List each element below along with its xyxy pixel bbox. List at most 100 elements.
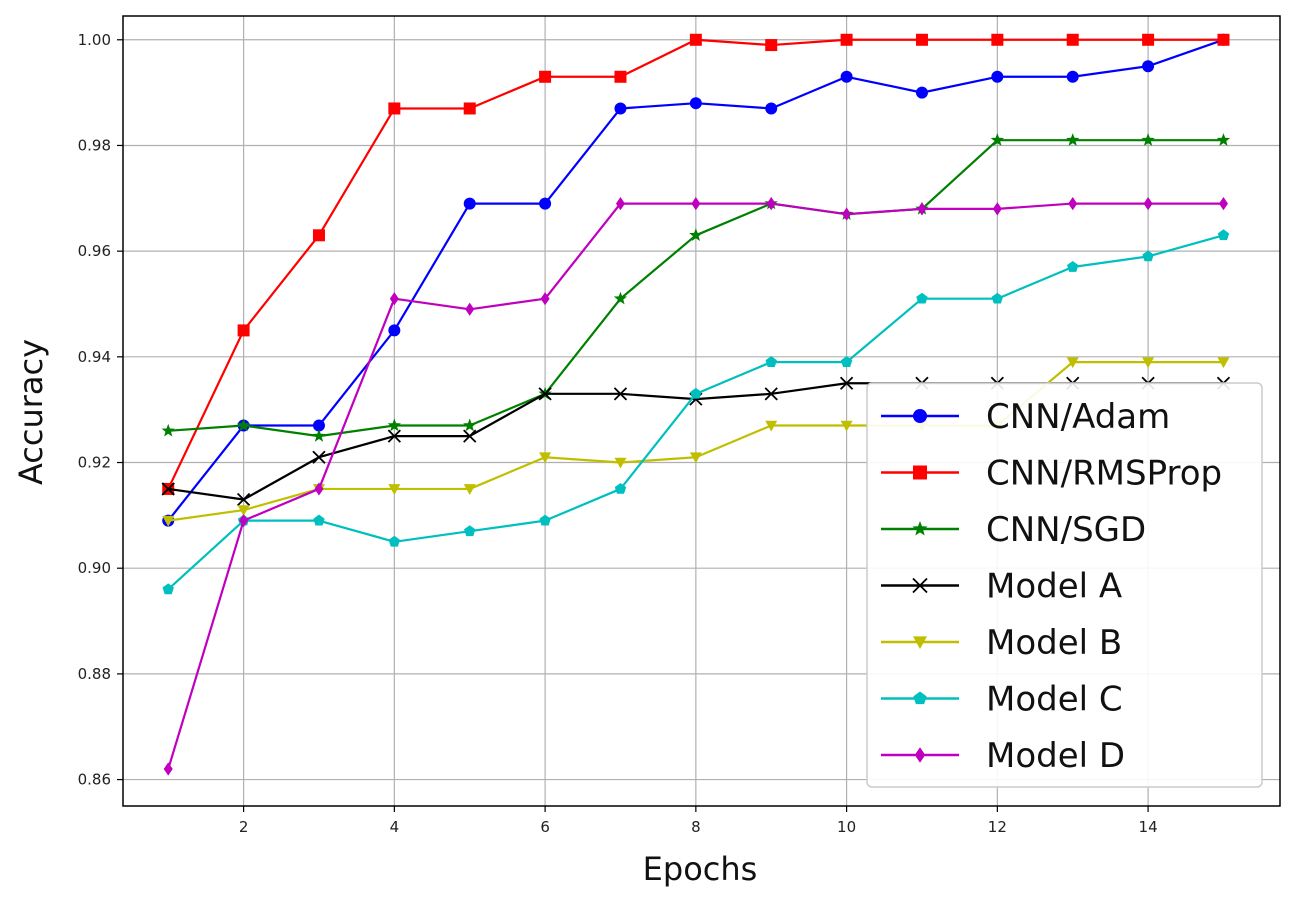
data-point [312,429,326,442]
data-point [387,429,401,443]
data-point [312,229,325,242]
data-point [1217,357,1230,369]
legend-entry: Model C [881,680,1123,720]
legend-label: CNN/SGD [986,510,1146,550]
legend-label: Model A [986,567,1122,607]
data-point [765,39,778,52]
data-point [312,419,325,432]
plot-frame [122,15,1281,807]
data-point [1142,33,1155,46]
y-axis-title: Accuracy [12,339,50,485]
data-point [765,102,778,115]
data-point [463,484,476,495]
data-point [463,102,476,115]
legend-entry: Model B [881,623,1122,663]
data-point [239,514,249,528]
data-point [991,33,1004,46]
data-point [766,196,776,211]
data-point [1066,33,1079,46]
data-point [161,423,175,437]
x-tick-label: 14 [1139,818,1158,836]
data-point [1067,261,1079,272]
data-point [1217,33,1230,46]
legend-entry: Model A [881,567,1122,607]
data-point [689,33,702,46]
data-point [387,418,402,432]
data-point [237,505,250,517]
data-point [912,521,928,536]
data-point [840,70,853,83]
data-point [539,197,552,210]
data-point [614,102,627,115]
x-tick-label: 6 [540,818,550,836]
data-point [388,484,401,495]
y-tick-label: 0.98 [78,136,111,154]
data-point [1066,357,1079,369]
data-point [463,429,477,443]
legend-label: Model C [986,680,1123,720]
legend: CNN/Adam CNN/RMSProp CNN/SGD Model A Model B… [866,382,1263,788]
data-point [540,292,550,306]
data-point [1142,250,1154,262]
series-model-c [162,229,1230,595]
data-point [1142,357,1155,369]
legend-entry: Model D [881,736,1125,776]
data-point [842,207,852,221]
data-point [992,202,1002,216]
x-tick-label: 2 [239,818,249,836]
data-point [614,457,627,469]
data-point [465,302,475,316]
data-point [913,691,927,705]
data-point [314,482,324,496]
y-tick-label: 0.88 [78,665,111,683]
data-point [690,387,702,399]
data-point [539,514,551,526]
y-tick-label: 0.96 [78,242,111,260]
data-point [991,292,1004,304]
data-point [915,86,928,99]
series-model-d [163,196,1228,776]
data-point [1068,196,1078,211]
data-point [990,133,1004,146]
y-tick-label: 0.86 [78,771,111,789]
data-point [915,33,928,46]
data-point [913,465,927,480]
data-point [237,324,250,337]
legend-entry: CNN/RMSProp [881,454,1222,494]
legend-label: CNN/RMSProp [986,454,1222,494]
data-point [917,202,927,216]
x-tick-label: 8 [691,818,701,836]
data-point [1066,70,1079,83]
data-point [236,492,251,507]
data-point [538,387,552,401]
y-tick-label: 1.00 [78,31,111,49]
data-point [388,102,401,115]
tick-labels: 2 4 6 8 10 12 14 0.86 0.88 0.90 0.92 0.94 0.96 0.98 1.… [78,31,1158,836]
data-point [765,420,778,432]
data-point [463,418,477,432]
data-point [840,33,853,46]
data-point [236,418,251,432]
data-point [1216,133,1231,146]
data-point [1218,196,1228,211]
data-point [691,196,701,211]
data-point [1066,133,1080,146]
y-tick-label: 0.94 [78,348,111,366]
data-point [613,387,628,401]
y-tick-label: 0.92 [78,454,111,472]
data-point [689,228,703,241]
x-tick-label: 12 [988,818,1007,836]
data-point [464,525,476,537]
data-point [839,376,854,390]
data-point [840,420,853,432]
series-cnn-rmsprop [162,33,1230,495]
data-point [388,535,401,547]
data-point [463,197,476,210]
data-point [1143,196,1153,211]
data-point [1217,229,1230,241]
data-point [689,452,702,464]
data-point [689,97,702,110]
data-point [765,356,777,367]
